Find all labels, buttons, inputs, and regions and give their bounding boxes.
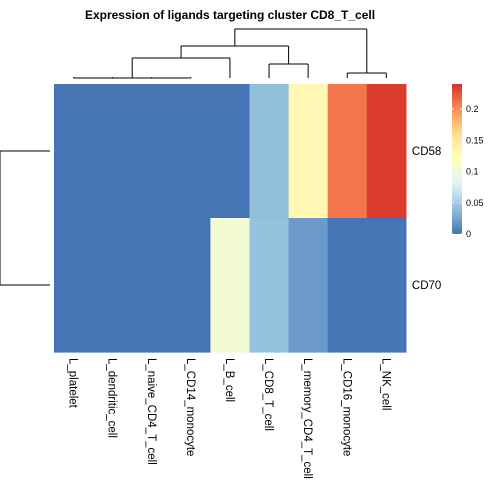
column-label: L_dendritic_cell	[106, 358, 118, 438]
column-dendrogram	[74, 29, 387, 78]
heatmap-cell	[328, 84, 368, 219]
heatmap-cell	[171, 84, 211, 219]
heatmap-cell	[93, 218, 133, 353]
heatmap-cell	[54, 84, 94, 219]
heatmap-cell	[93, 84, 133, 219]
column-label: L_NK_cell	[379, 358, 391, 410]
legend-tick-label: 0.05	[466, 198, 484, 208]
heatmap-cell	[289, 218, 329, 353]
row-label: CD70	[412, 280, 441, 292]
chart-title: Expression of ligands targeting cluster …	[85, 8, 375, 22]
heatmap-cell	[289, 84, 329, 219]
legend-tick-label: 0	[466, 229, 471, 239]
heatmap-cell	[54, 218, 94, 353]
heatmap-cell	[132, 218, 172, 353]
heatmap-cell	[210, 218, 250, 353]
legend-tick-label: 0.2	[466, 104, 479, 114]
heatmap-cell	[367, 218, 407, 353]
color-legend-bar	[452, 84, 462, 234]
column-label: L_CD16_monocyte	[340, 358, 352, 456]
heatmap-cell	[171, 218, 211, 353]
legend-tick-label: 0.15	[466, 135, 484, 145]
column-label: L_CD14_monocyte	[184, 358, 196, 456]
column-label: L_naive_CD4_T_cell	[145, 358, 157, 465]
heatmap-cells	[54, 84, 407, 353]
color-legend: 0 0.05 0.1 0.15 0.2	[452, 84, 484, 239]
column-label: L_memory_CD4_T_cell	[301, 358, 313, 479]
row-labels: CD58 CD70	[412, 146, 441, 292]
heatmap-cell	[210, 84, 250, 219]
heatmap-cell	[132, 84, 172, 219]
legend-tick-label: 0.1	[466, 167, 479, 177]
column-label: L_platelet	[67, 358, 79, 409]
column-label: L_CD8_T_cell	[262, 358, 274, 431]
heatmap-cell	[250, 84, 290, 219]
column-label: L_B_cell	[223, 358, 235, 402]
row-dendrogram	[0, 151, 50, 285]
heatmap-cell	[367, 84, 407, 219]
column-labels: L_platelet L_dendritic_cell L_naive_CD4_T_…	[67, 358, 392, 479]
heatmap-cell	[328, 218, 368, 353]
heatmap-cell	[250, 218, 290, 353]
row-label: CD58	[412, 146, 441, 158]
